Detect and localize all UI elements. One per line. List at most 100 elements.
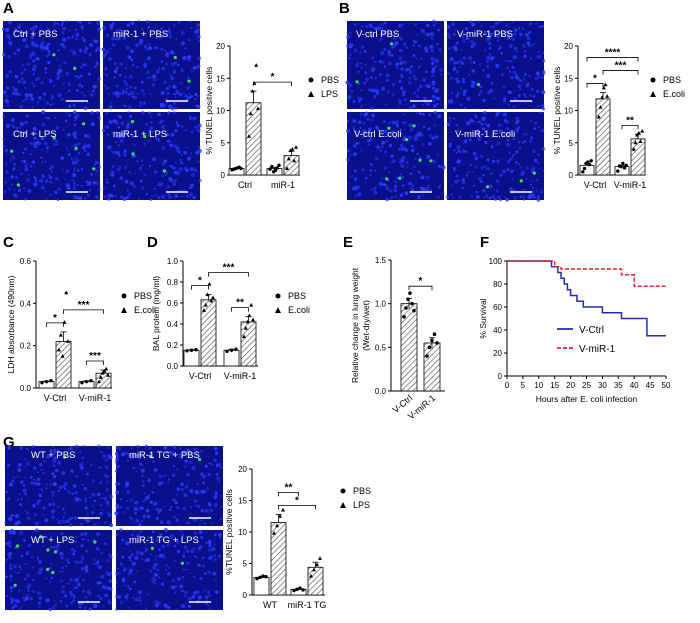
cell-nucleus — [175, 89, 179, 93]
cell-nucleus — [192, 547, 196, 550]
cell-nucleus — [361, 25, 364, 28]
cell-nucleus — [368, 23, 373, 28]
x-tick-label: 5 — [521, 381, 526, 390]
x-category-label: V-Ctrl — [584, 180, 607, 190]
cell-nucleus — [10, 528, 14, 532]
cell-nucleus — [430, 49, 434, 53]
data-point — [281, 507, 285, 512]
tunel-positive-cell — [51, 570, 55, 575]
legend-marker — [275, 307, 281, 313]
cell-nucleus — [353, 152, 357, 157]
cell-nucleus — [131, 596, 135, 599]
cell-nucleus — [180, 41, 185, 46]
cell-nucleus — [426, 23, 430, 28]
cell-nucleus — [61, 471, 66, 475]
cell-nucleus — [390, 196, 394, 200]
cell-nucleus — [81, 483, 84, 486]
cell-nucleus — [209, 504, 212, 507]
cell-nucleus — [13, 193, 17, 197]
cell-nucleus — [62, 44, 67, 49]
cell-nucleus — [503, 133, 507, 137]
cell-nucleus — [24, 167, 29, 172]
cell-nucleus — [33, 478, 36, 481]
cell-nucleus — [24, 92, 29, 98]
cell-nucleus — [532, 149, 536, 153]
cell-nucleus — [95, 61, 99, 66]
cell-nucleus — [487, 36, 492, 40]
cell-nucleus — [500, 21, 502, 23]
cell-nucleus — [67, 36, 71, 40]
cell-nucleus — [65, 111, 68, 115]
cell-nucleus — [97, 444, 101, 448]
cell-nucleus — [104, 52, 108, 56]
cell-nucleus — [140, 89, 145, 93]
cell-nucleus — [4, 148, 9, 153]
cell-nucleus — [9, 567, 13, 571]
cell-nucleus — [415, 111, 418, 115]
cell-nucleus — [519, 88, 522, 91]
cell-nucleus — [7, 553, 10, 556]
cell-nucleus — [434, 58, 439, 64]
bar — [579, 164, 595, 176]
cell-nucleus — [68, 29, 71, 32]
cell-nucleus — [529, 140, 532, 143]
cell-nucleus — [168, 104, 173, 108]
cell-nucleus — [109, 523, 113, 528]
cell-nucleus — [412, 74, 416, 78]
cell-nucleus — [78, 20, 82, 24]
tunel-positive-cell — [385, 177, 389, 181]
cell-nucleus — [456, 145, 461, 150]
cell-nucleus — [455, 41, 459, 45]
cell-nucleus — [19, 126, 22, 129]
cell-nucleus — [481, 127, 486, 131]
cell-nucleus — [133, 143, 136, 146]
cell-nucleus — [471, 170, 474, 174]
cell-nucleus — [541, 107, 545, 111]
cell-nucleus — [170, 132, 175, 137]
data-point — [194, 348, 198, 352]
cell-nucleus — [47, 53, 51, 57]
cell-nucleus — [160, 582, 165, 586]
cell-nucleus — [29, 165, 33, 168]
cell-nucleus — [95, 181, 99, 185]
cell-nucleus — [18, 565, 22, 569]
cell-nucleus — [161, 544, 166, 549]
cell-nucleus — [179, 453, 181, 456]
cell-nucleus — [173, 61, 177, 65]
legend-marker — [308, 77, 314, 83]
cell-nucleus — [418, 84, 423, 89]
micrograph-caption: miR-1 + PBS — [113, 29, 168, 40]
cell-nucleus — [355, 63, 359, 68]
cell-nucleus — [495, 179, 500, 184]
cell-nucleus — [398, 48, 403, 53]
cell-nucleus — [67, 133, 71, 137]
cell-nucleus — [157, 196, 161, 200]
cell-nucleus — [213, 502, 218, 507]
cell-nucleus — [499, 198, 502, 202]
cell-nucleus — [383, 150, 388, 154]
cell-nucleus — [458, 179, 461, 182]
cell-nucleus — [149, 500, 153, 504]
panel-label-d: D — [147, 234, 158, 251]
cell-nucleus — [42, 471, 45, 474]
cell-nucleus — [220, 505, 223, 508]
cell-nucleus — [115, 608, 118, 611]
cell-nucleus — [69, 446, 73, 450]
cell-nucleus — [187, 155, 192, 160]
cell-nucleus — [26, 461, 31, 466]
cell-nucleus — [20, 480, 24, 485]
x-category-label: miR-1 TG — [288, 600, 327, 610]
cell-nucleus — [521, 141, 525, 144]
cell-nucleus — [39, 462, 43, 467]
cell-nucleus — [468, 73, 471, 76]
bar — [307, 566, 324, 596]
cell-nucleus — [398, 101, 402, 105]
cell-nucleus — [65, 565, 68, 568]
cell-nucleus — [147, 478, 152, 483]
cell-nucleus — [18, 493, 21, 496]
cell-nucleus — [22, 159, 27, 164]
cell-nucleus — [78, 83, 82, 87]
micrograph-caption: miR-1 TG + LPS — [129, 535, 199, 546]
cell-nucleus — [451, 46, 455, 49]
cell-nucleus — [436, 43, 439, 46]
